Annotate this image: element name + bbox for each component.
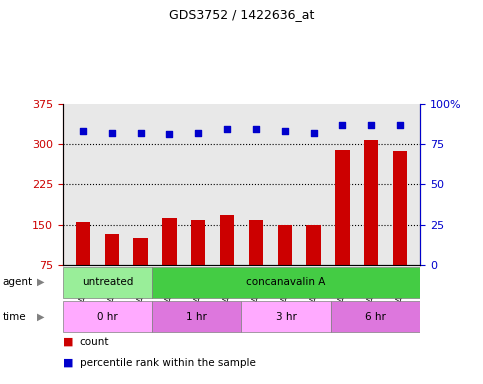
Text: ■: ■ [63,358,73,368]
Point [252,126,260,132]
Point [368,122,375,128]
Bar [63,301,152,332]
Text: ▶: ▶ [37,312,45,322]
Text: 1 hr: 1 hr [186,312,207,322]
Bar [364,140,378,265]
Bar [133,238,148,265]
Point [396,122,404,128]
Bar [191,220,205,265]
Text: ■: ■ [63,337,73,347]
Bar [162,218,177,265]
Point [108,130,115,136]
Bar [152,301,242,332]
Text: concanavalin A: concanavalin A [246,277,326,287]
Bar [105,234,119,265]
Bar [278,225,292,265]
Text: GDS3752 / 1422636_at: GDS3752 / 1422636_at [169,8,314,21]
Text: 0 hr: 0 hr [97,312,118,322]
Bar [335,151,350,265]
Point [137,130,144,136]
Point [223,126,231,132]
Point [79,128,87,134]
Bar [242,301,331,332]
Bar [76,222,90,265]
Bar [220,215,234,265]
Bar [393,151,407,265]
Text: agent: agent [2,277,32,287]
Text: ▶: ▶ [37,277,45,287]
Text: percentile rank within the sample: percentile rank within the sample [80,358,256,368]
Bar [331,301,420,332]
Point [339,122,346,128]
Text: 3 hr: 3 hr [276,312,297,322]
Text: 6 hr: 6 hr [365,312,386,322]
Text: count: count [80,337,109,347]
Point [194,130,202,136]
Point [166,131,173,137]
Text: untreated: untreated [82,277,133,287]
Bar [152,267,420,298]
Point [310,130,317,136]
Bar [63,267,152,298]
Bar [249,220,263,265]
Bar [306,225,321,265]
Text: time: time [2,312,26,322]
Point [281,128,289,134]
